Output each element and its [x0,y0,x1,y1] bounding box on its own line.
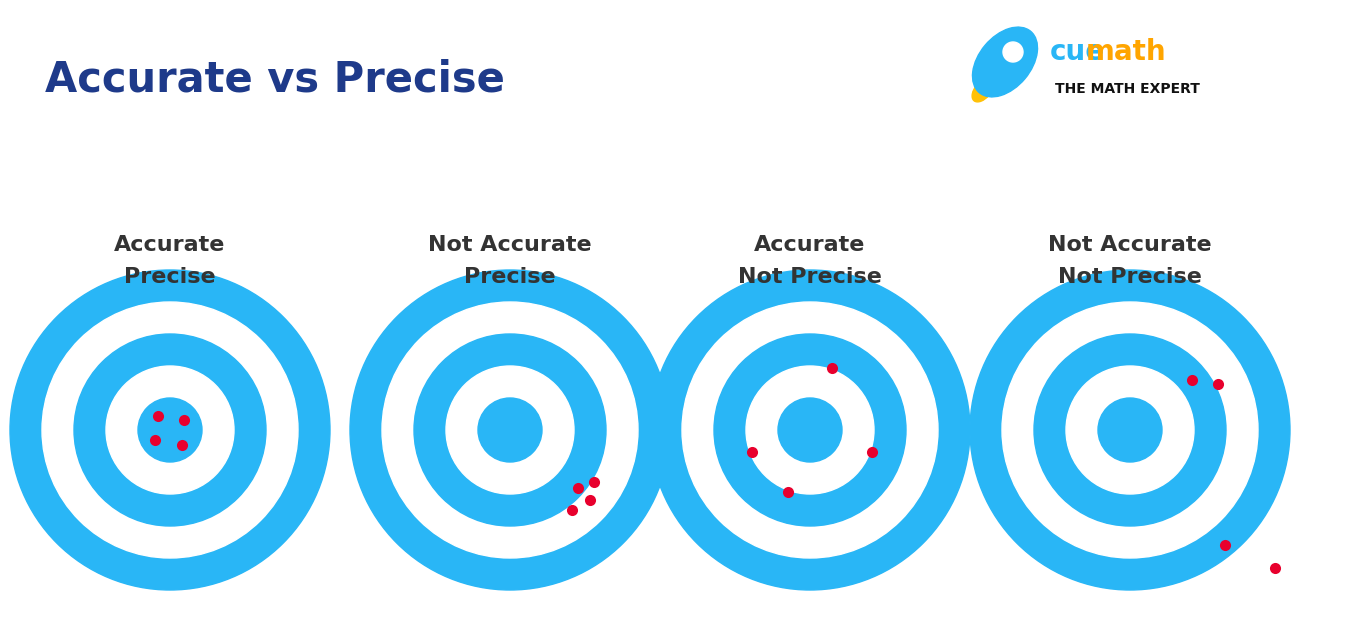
Text: cue: cue [1050,38,1105,66]
Text: THE MATH EXPERT: THE MATH EXPERT [1055,82,1200,96]
Circle shape [1003,42,1022,62]
Text: Accurate vs Precise: Accurate vs Precise [45,58,504,100]
Circle shape [479,398,542,462]
Text: Not Accurate: Not Accurate [1048,235,1212,255]
Circle shape [1066,366,1195,494]
Circle shape [350,270,670,590]
Ellipse shape [972,78,994,102]
Text: Accurate: Accurate [754,235,865,255]
Text: Not Precise: Not Precise [738,267,881,287]
Circle shape [138,398,202,462]
Text: math: math [1086,38,1166,66]
Circle shape [650,270,970,590]
Text: Accurate: Accurate [114,235,225,255]
Circle shape [1098,398,1162,462]
Circle shape [9,270,330,590]
Circle shape [682,302,938,558]
Ellipse shape [972,27,1037,97]
Circle shape [1035,334,1226,526]
Circle shape [1002,302,1258,558]
Circle shape [715,334,906,526]
Circle shape [382,302,639,558]
Circle shape [106,366,235,494]
Text: Not Accurate: Not Accurate [428,235,591,255]
Text: Precise: Precise [125,267,216,287]
Circle shape [75,334,266,526]
Text: Precise: Precise [464,267,556,287]
Polygon shape [978,47,999,80]
Circle shape [446,366,574,494]
Text: Not Precise: Not Precise [1058,267,1201,287]
Circle shape [746,366,875,494]
Circle shape [778,398,842,462]
Circle shape [414,334,606,526]
Circle shape [970,270,1290,590]
Circle shape [42,302,298,558]
